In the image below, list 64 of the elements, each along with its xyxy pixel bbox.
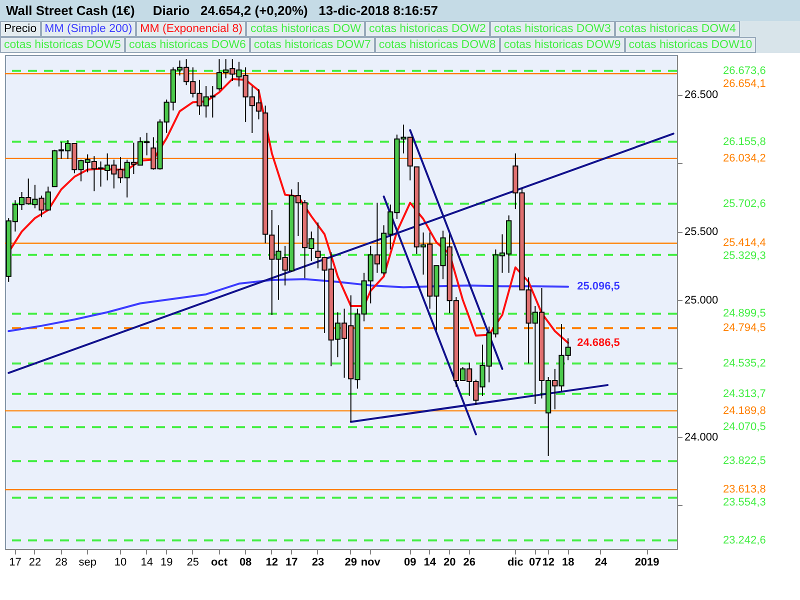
ref-line-label: 24.313,7 [723, 388, 766, 400]
x-tick-label: 20 [443, 556, 456, 568]
ref-line-label: 24.189,8 [723, 404, 766, 417]
ref-line-label: 26.673,6 [723, 64, 766, 77]
data-label: 24.686,5 [577, 336, 620, 349]
text: cotas historicas DOW4 [614, 21, 740, 37]
y-tick-label: 24.000 [684, 431, 718, 444]
x-tick-label: 12 [266, 556, 278, 568]
ref-line-label: 23.242,6 [723, 534, 766, 546]
text: cotas historicas DOW [246, 21, 365, 37]
y-tick-label: 26.500 [684, 89, 718, 102]
ref-line-label: 23.613,8 [723, 484, 766, 496]
ref-line-label: 26.034,2 [723, 152, 766, 164]
x-tick-label: oct [210, 556, 228, 568]
ref-line-label: 23.554,3 [723, 496, 766, 509]
text: cotas historicas DOW7 [250, 37, 375, 53]
ref-line-label: 25.702,6 [723, 198, 766, 210]
ref-line-label: 24.794,5 [723, 322, 766, 334]
x-tick-label: 17 [286, 556, 298, 568]
x-tick-label: 14 [140, 556, 153, 568]
x-tick-label: 19 [160, 556, 173, 568]
text: MM (Simple 200) [40, 21, 136, 37]
x-tick-label: 29 [344, 556, 357, 568]
data-label: 25.096,5 [577, 280, 620, 293]
text: cotas historicas DOW8 [374, 37, 500, 53]
x-tick-label: nov [360, 556, 382, 568]
text: cotas historicas DOW3 [490, 21, 615, 37]
text: MM (Exponencial 8) [136, 21, 246, 37]
x-tick-label: 24 [594, 556, 608, 568]
ref-line-label: 25.329,3 [723, 250, 766, 262]
x-tick-label: 12 [542, 556, 554, 568]
x-tick-label: 18 [562, 556, 574, 568]
text: cotas historicas DOW5 [0, 37, 125, 53]
y-tick-label: 25.500 [684, 226, 718, 238]
ref-line-label: 26.155,8 [723, 136, 766, 148]
x-tick-label: 07 [529, 556, 542, 568]
text: cotas historicas DOW2 [365, 21, 490, 37]
chart-title: Wall Street Cash (1€) [6, 3, 135, 18]
text: cotas historicas DOW10 [624, 37, 756, 53]
x-tick-label: 22 [28, 556, 42, 568]
text: cotas historicas DOW6 [124, 37, 250, 53]
x-tick-label: 08 [239, 556, 252, 568]
text: cotas historicas DOW9 [500, 37, 625, 53]
x-tick-label: 09 [404, 556, 416, 568]
ref-line-label: 23.822,5 [723, 455, 766, 468]
x-tick-label: 14 [424, 556, 437, 568]
x-tick-label: 2019 [634, 556, 660, 568]
x-tick-label: 26 [463, 556, 476, 568]
x-tick-label: sep [78, 556, 96, 568]
ref-line-label: 24.535,2 [723, 358, 766, 370]
y-tick-label: 25.000 [684, 294, 718, 306]
ref-line-label: 26.654,1 [723, 78, 766, 90]
ref-line-label: 24.899,5 [723, 308, 766, 320]
x-tick-label: 25 [186, 556, 200, 568]
legend-title: Precio [0, 21, 41, 37]
ref-line-label: 24.070,5 [723, 421, 766, 434]
x-tick-label: 17 [9, 556, 22, 568]
ref-line-label: 25.414,4 [723, 237, 766, 250]
line-series [8, 278, 570, 332]
x-tick-label: 28 [55, 556, 68, 568]
x-tick-label: dic [507, 556, 524, 568]
x-tick-label: 23 [312, 556, 324, 568]
chart-subtitle: Diario 24.654,2 (+0,20%) 13-dic-2018 8:16:57 [152, 3, 438, 18]
x-tick-label: 10 [114, 556, 127, 568]
